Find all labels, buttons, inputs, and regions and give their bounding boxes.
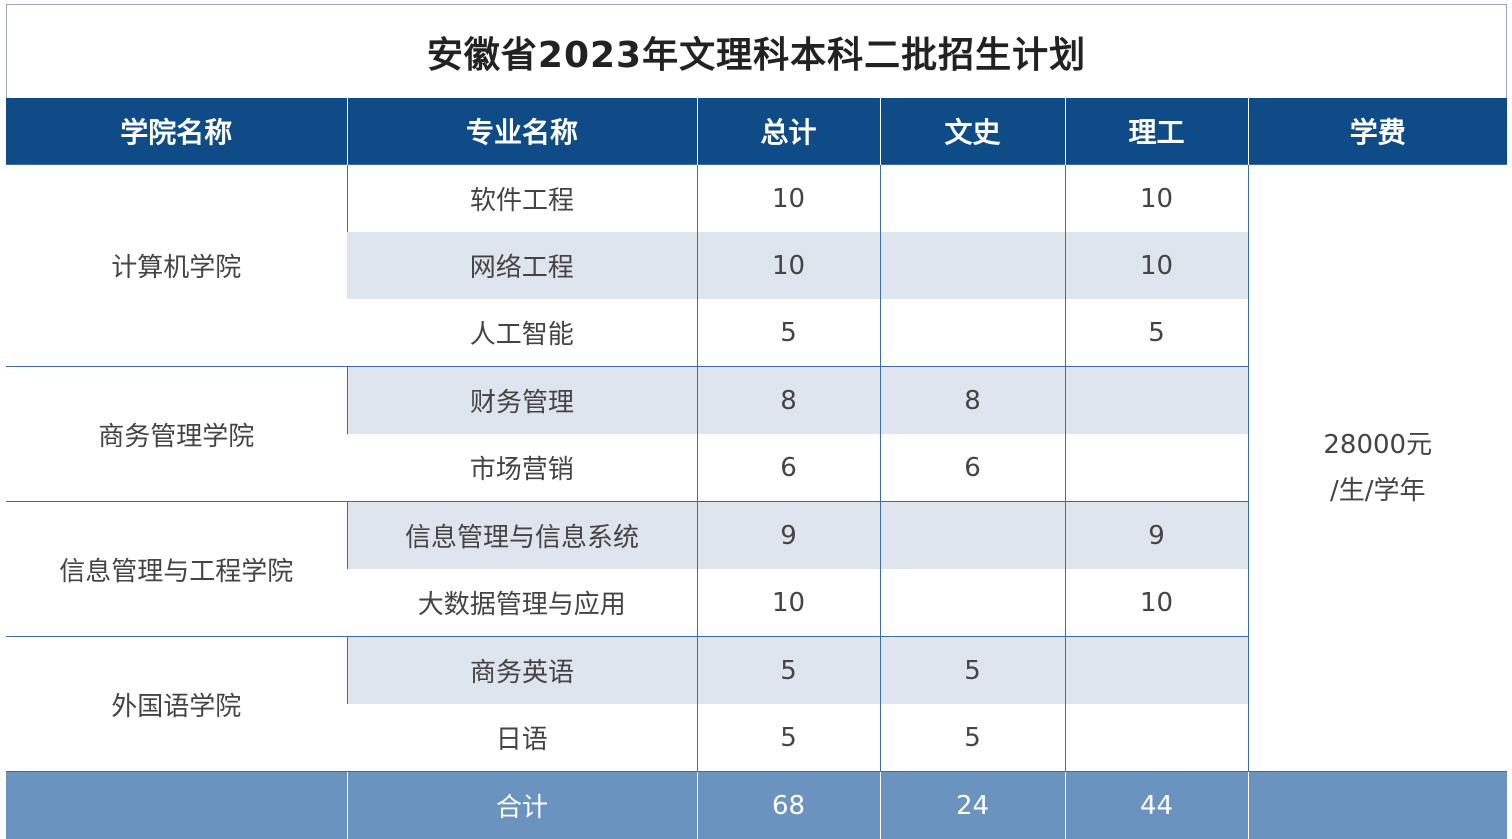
fee-amount: 28000元 xyxy=(1323,430,1433,460)
table-row: 计算机学院 软件工程 10 10 28000元 /生/学年 xyxy=(6,164,1507,772)
major-cell: 信息管理与信息系统 xyxy=(346,501,697,569)
arts-cell: 5 xyxy=(879,704,1065,772)
total-cell: 10 xyxy=(696,569,880,637)
table-row: 日语 5 5 xyxy=(6,704,1507,772)
enrollment-table: 学院名称 专业名称 总计 文史 理工 学费 计算机学院 软件工程 10 10 2… xyxy=(6,98,1507,839)
table-row: 外国语学院 商务英语 5 5 xyxy=(6,636,1507,772)
totals-arts: 24 xyxy=(879,771,1065,839)
total-cell: 8 xyxy=(696,366,880,434)
fee-unit: /生/学年 xyxy=(1329,476,1426,506)
totals-label: 合计 xyxy=(346,771,697,839)
science-cell: 10 xyxy=(1064,164,1248,232)
totals-fee-blank xyxy=(1247,771,1507,839)
major-cell: 软件工程 xyxy=(346,164,697,232)
college-cell: 外国语学院 xyxy=(6,636,347,772)
header-science: 理工 xyxy=(1064,98,1248,165)
arts-cell xyxy=(879,569,1065,637)
science-cell xyxy=(1064,636,1248,704)
table-row: 大数据管理与应用 10 10 xyxy=(6,569,1507,637)
total-cell: 5 xyxy=(696,704,880,772)
major-cell: 商务英语 xyxy=(346,636,697,704)
science-cell: 10 xyxy=(1064,569,1248,637)
college-cell: 计算机学院 xyxy=(6,164,347,367)
major-cell: 大数据管理与应用 xyxy=(417,590,626,620)
science-cell: 10 xyxy=(1064,232,1248,299)
science-cell: 5 xyxy=(1064,299,1248,367)
header-row: 学院名称 专业名称 总计 文史 理工 学费 xyxy=(6,98,1507,165)
table-row: 信息管理与工程学院 信息管理与信息系统 9 9 xyxy=(6,501,1507,637)
totals-science: 44 xyxy=(1064,771,1248,839)
arts-cell xyxy=(879,501,1065,569)
header-college: 学院名称 xyxy=(6,98,347,165)
arts-cell xyxy=(879,232,1065,299)
science-cell xyxy=(1064,366,1248,434)
table-row: 商务管理学院 财务管理 8 8 xyxy=(6,366,1507,502)
total-cell: 5 xyxy=(696,299,880,367)
arts-cell: 5 xyxy=(879,636,1065,704)
arts-cell xyxy=(879,164,1065,232)
arts-cell: 8 xyxy=(879,366,1065,434)
major-cell: 日语 xyxy=(495,725,548,755)
major-cell: 财务管理 xyxy=(346,366,697,434)
college-cell: 信息管理与工程学院 xyxy=(6,501,347,637)
major-cell: 网络工程 xyxy=(347,232,697,299)
totals-blank-cell xyxy=(6,771,347,839)
major-cell: 人工智能 xyxy=(469,320,574,350)
science-cell xyxy=(1064,704,1248,772)
total-cell: 5 xyxy=(696,636,880,704)
total-cell: 9 xyxy=(696,501,880,569)
header-arts: 文史 xyxy=(879,98,1065,165)
table-row: 网络工程 10 10 xyxy=(6,232,1507,299)
total-cell: 10 xyxy=(696,164,880,232)
table-row: 人工智能 5 5 xyxy=(6,299,1507,367)
arts-cell: 6 xyxy=(879,434,1065,502)
header-major: 专业名称 xyxy=(346,98,697,165)
table-row: 市场营销 6 6 xyxy=(6,434,1507,502)
science-cell: 9 xyxy=(1064,501,1248,569)
science-cell xyxy=(1064,434,1248,502)
arts-cell xyxy=(879,299,1065,367)
college-cell: 商务管理学院 xyxy=(6,366,347,502)
total-cell: 10 xyxy=(696,232,880,299)
major-cell: 市场营销 xyxy=(469,455,574,485)
fee-cell: 28000元 /生/学年 xyxy=(1247,164,1507,772)
totals-row: 合计 68 24 44 xyxy=(6,771,1507,839)
total-cell: 6 xyxy=(696,434,880,502)
header-fee: 学费 xyxy=(1247,98,1507,165)
header-total: 总计 xyxy=(696,98,880,165)
totals-total: 68 xyxy=(696,771,880,839)
page-title: 安徽省2023年文理科本科二批招生计划 xyxy=(426,35,1087,76)
